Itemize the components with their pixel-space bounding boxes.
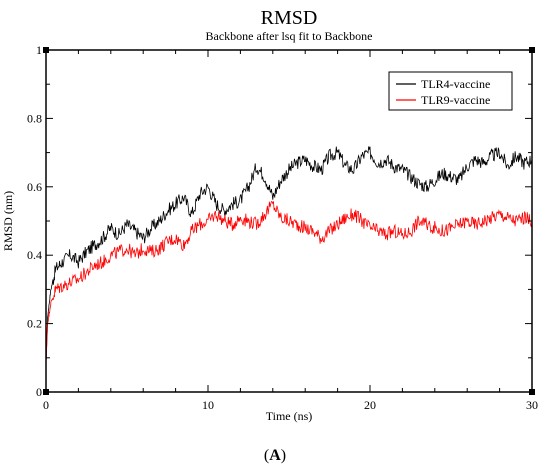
x-axis-label: Time (ns) [266,409,313,423]
panel-label-close: ) [281,447,286,464]
y-tick-label: 1 [36,43,42,57]
legend-label-tlr9: TLR9-vaccine [421,93,490,107]
x-axis-ticks: 0 10 20 30 [43,50,538,412]
plot-lines [45,146,533,364]
y-tick-label: 0.2 [27,317,42,331]
chart-subtitle: Backbone after lsq fit to Backbone [206,29,373,43]
series-line-tlr4 [45,146,533,364]
y-tick-label: 0.8 [27,111,42,125]
chart-title: RMSD [261,7,318,29]
legend-label-tlr4: TLR4-vaccine [421,77,490,91]
x-tick-label: 20 [364,398,376,412]
legend: TLR4-vaccine TLR9-vaccine [388,71,513,111]
x-tick-label: 30 [526,398,538,412]
y-axis-label: RMSD (nm) [1,191,15,251]
panel-label-letter: A [269,447,281,464]
y-axis-ticks: 0 0.2 0.4 0.6 0.8 1 [27,43,532,399]
x-tick-label: 0 [43,398,49,412]
x-tick-label: 10 [202,398,214,412]
panel-label: (A) [264,447,286,464]
panel-label-open: ( [264,447,269,464]
series-line-tlr9 [45,200,533,364]
y-tick-label: 0.6 [27,180,42,194]
y-tick-label: 0.4 [27,248,42,262]
y-tick-label: 0 [36,385,42,399]
legend-box [388,71,513,111]
